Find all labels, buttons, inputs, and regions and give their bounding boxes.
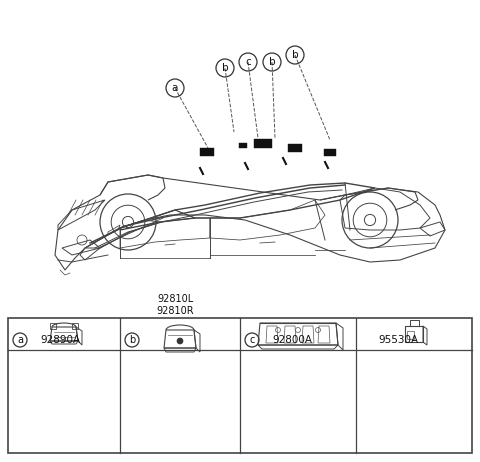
Polygon shape	[324, 148, 336, 156]
Text: c: c	[249, 335, 255, 345]
Bar	[407, 331, 414, 339]
Text: 95530A: 95530A	[378, 335, 418, 345]
Text: a: a	[17, 335, 23, 345]
Text: b: b	[292, 50, 298, 60]
Text: 92800A: 92800A	[272, 335, 312, 345]
Bar	[8, 318, 472, 453]
Text: b: b	[269, 57, 276, 67]
Bar	[409, 320, 419, 326]
Bar	[72, 323, 78, 329]
Polygon shape	[288, 144, 302, 152]
Bar	[50, 323, 56, 329]
Polygon shape	[200, 148, 214, 156]
Polygon shape	[254, 139, 272, 147]
Bar	[405, 326, 423, 342]
Circle shape	[177, 338, 183, 344]
Text: 92810L
92810R: 92810L 92810R	[156, 293, 194, 316]
Polygon shape	[239, 142, 247, 147]
Text: b: b	[222, 63, 228, 73]
Text: a: a	[172, 83, 178, 93]
Text: 92890A: 92890A	[40, 335, 80, 345]
Text: b: b	[129, 335, 135, 345]
Text: c: c	[245, 57, 251, 67]
